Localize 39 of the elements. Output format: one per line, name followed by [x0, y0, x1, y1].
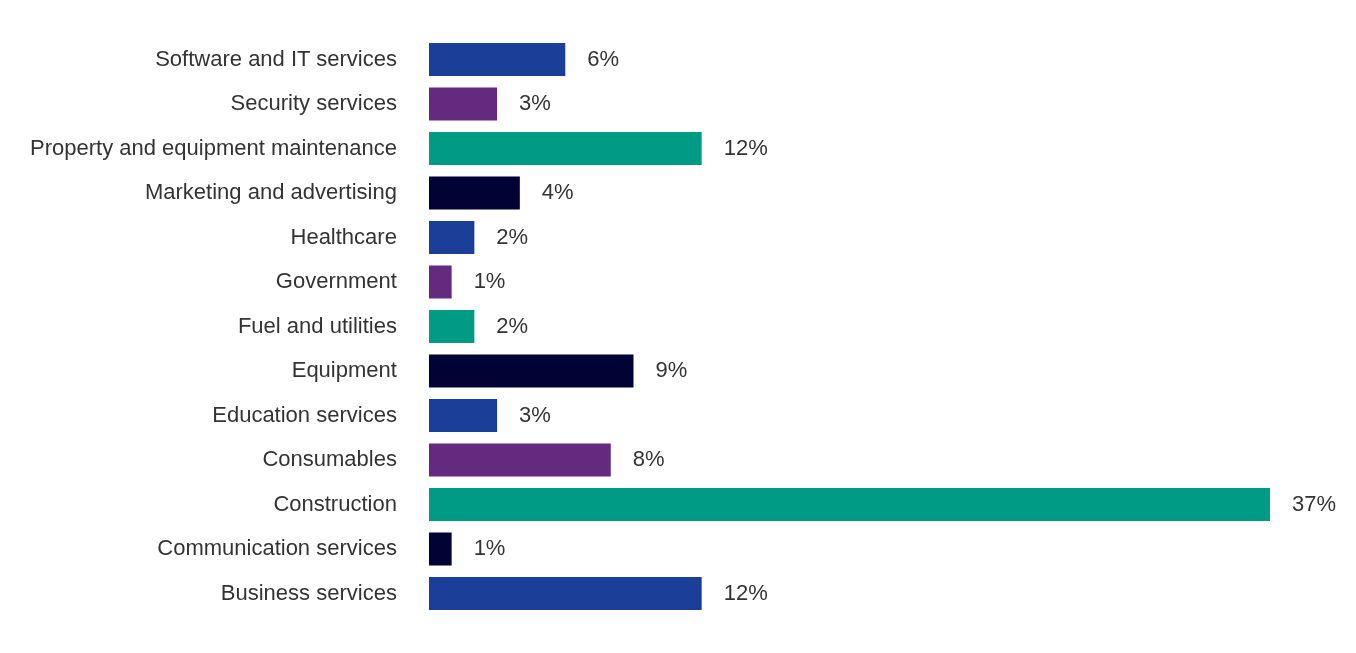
bar: [428, 488, 1270, 521]
y-tick-label: Property and equipment maintenance: [29, 134, 397, 160]
bar: [428, 354, 634, 388]
bar: [428, 176, 520, 210]
bar: [428, 42, 566, 76]
data-label: 9%: [655, 357, 688, 383]
data-label: 2%: [496, 312, 529, 338]
bar: [428, 399, 498, 432]
bar: [428, 132, 702, 165]
data-label: 6%: [587, 45, 620, 71]
y-tick-label: Construction: [273, 490, 397, 516]
y-tick-label: Security services: [230, 90, 397, 116]
y-tick-label: Marketing and advertising: [144, 179, 397, 205]
data-label: 3%: [519, 90, 551, 116]
bar: [428, 87, 498, 121]
bar: [428, 310, 475, 343]
data-label: 1%: [473, 268, 506, 294]
data-label: 3%: [519, 401, 551, 427]
data-label: 4%: [541, 179, 574, 205]
y-tick-label: Education services: [212, 401, 397, 427]
y-tick-label: Equipment: [291, 357, 397, 383]
bar: [428, 443, 611, 477]
y-tick-label: Healthcare: [290, 223, 397, 249]
data-label: 12%: [723, 579, 768, 605]
y-tick-label: Business services: [220, 579, 397, 605]
bar: [428, 532, 452, 566]
bar: [428, 577, 702, 611]
y-tick-label: Software and IT services: [155, 45, 397, 71]
y-tick-label: Consumables: [262, 446, 397, 472]
data-label: 12%: [723, 134, 768, 160]
data-label: 8%: [632, 446, 665, 472]
bar: [428, 221, 475, 254]
y-tick-label: Fuel and utilities: [237, 312, 397, 338]
data-label: 1%: [473, 535, 506, 561]
data-label: 37%: [1292, 490, 1337, 516]
y-tick-label: Communication services: [157, 535, 397, 561]
bar: [428, 265, 452, 299]
y-tick-label: Government: [275, 268, 397, 294]
data-label: 2%: [496, 223, 529, 249]
